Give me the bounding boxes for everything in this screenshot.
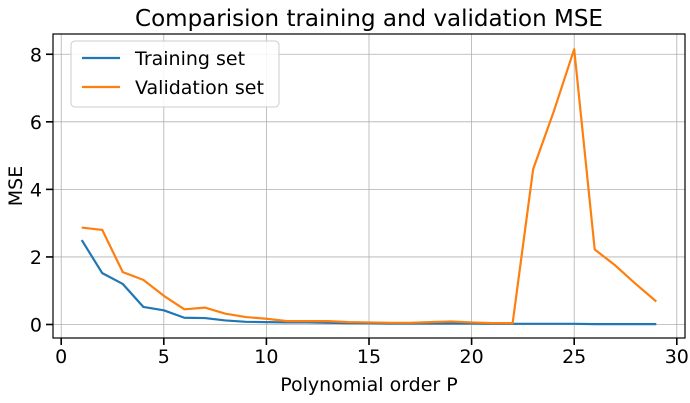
series-layer (80, 48, 657, 326)
chart-legend: Training set Validation set (70, 40, 280, 108)
x-tick-label: 25 (562, 346, 586, 368)
y-tick-label: 6 (30, 112, 42, 134)
tick-layer: 0 5 10 15 20 25 30 0 2 4 6 8 (30, 44, 689, 368)
legend-box (70, 40, 280, 108)
x-tick-label: 0 (55, 346, 67, 368)
y-tick-label: 4 (30, 179, 42, 201)
y-tick-label: 2 (30, 247, 42, 269)
y-tick-label: 0 (30, 314, 42, 336)
x-tick-label: 10 (254, 346, 278, 368)
x-tick-label: 5 (158, 346, 170, 368)
x-axis-label: Polynomial order P (280, 374, 458, 396)
y-tick-label: 8 (30, 44, 42, 66)
x-tick-label: 20 (460, 346, 484, 368)
legend-label-validation: Validation set (135, 77, 264, 99)
x-tick-label: 30 (665, 346, 689, 368)
series-line-validation-set (81, 48, 657, 325)
legend-label-training: Training set (134, 48, 245, 70)
x-tick-label: 15 (357, 346, 381, 368)
chart-title: Comparision training and validation MSE (135, 6, 603, 32)
y-axis-label: MSE (5, 166, 27, 206)
